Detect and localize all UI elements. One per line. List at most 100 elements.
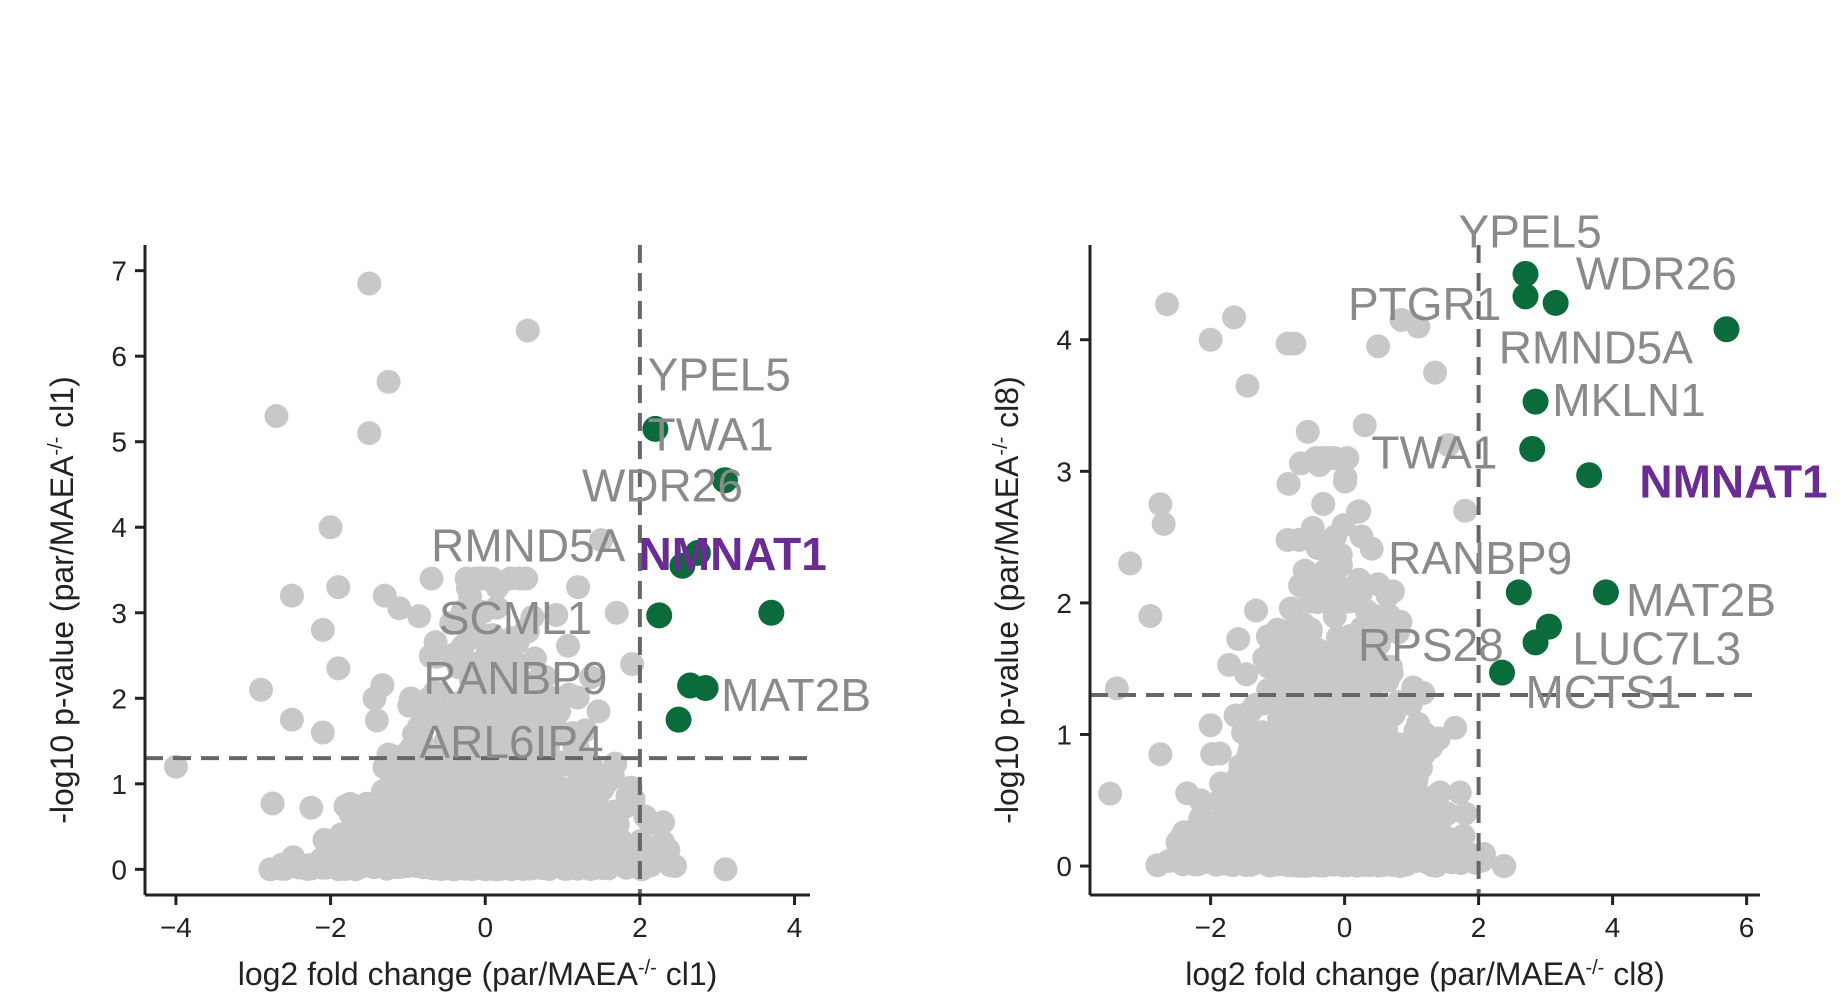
background-point [388, 778, 413, 803]
background-point [1118, 551, 1143, 576]
background-point [376, 369, 401, 394]
background-point [1250, 691, 1275, 716]
background-point [1412, 849, 1437, 874]
background-point [1287, 638, 1312, 663]
background-point [1423, 360, 1448, 385]
background-point [466, 602, 491, 627]
background-point [565, 685, 590, 710]
x-tick-label: 2 [1471, 912, 1487, 943]
background-point [501, 680, 526, 705]
background-point [1348, 805, 1373, 830]
background-point [439, 712, 464, 737]
x-axis-title: log2 fold change (par/MAEA-/- cl1) [238, 956, 718, 992]
background-point [1328, 542, 1353, 567]
y-tick-label: 1 [111, 769, 127, 800]
hit-point-rmnd5a [1713, 316, 1740, 343]
background-point [1298, 621, 1323, 646]
y-tick-label: 7 [111, 256, 127, 287]
background-point [600, 764, 625, 789]
volcano-plot-right: −2 0 2 4 6 0 1 2 3 4 log2 fold change (par/MAEA-/-… [989, 206, 1828, 992]
background-point [586, 699, 611, 724]
background-point [499, 782, 524, 807]
background-point [1234, 662, 1259, 687]
background-point [1366, 572, 1391, 597]
background-point [1244, 598, 1269, 623]
background-point [458, 713, 483, 738]
gene-label-arl6ip4: ARL6IP4 [420, 716, 604, 768]
x-axis-title: log2 fold change (par/MAEA-/- cl8) [1185, 956, 1665, 992]
background-point [264, 404, 289, 429]
background-point [1492, 854, 1517, 879]
hit-point-mkln1 [1522, 388, 1549, 415]
gene-label-mat2b: MAT2B [1626, 574, 1776, 626]
hit-point-rps28 [1522, 629, 1549, 656]
y-tick-label: 4 [111, 512, 127, 543]
background-point [478, 758, 503, 783]
background-point [1148, 492, 1173, 517]
background-point [1331, 513, 1356, 538]
background-point [422, 680, 447, 705]
background-point [370, 673, 395, 698]
background-point [1426, 781, 1451, 806]
background-point [398, 686, 423, 711]
background-point [1291, 737, 1316, 762]
background-point [556, 633, 581, 658]
background-point [579, 665, 604, 690]
background-point [515, 318, 540, 343]
background-point [1148, 742, 1173, 767]
background-point [1443, 715, 1468, 740]
background-point [418, 844, 443, 869]
x-tick-label: −2 [315, 912, 347, 943]
y-tick-label: 1 [1056, 719, 1072, 750]
hit-point-ypel5 [642, 415, 669, 442]
background-point [1361, 705, 1386, 730]
background-point [1227, 799, 1252, 824]
background-point [419, 566, 444, 591]
x-tick-label: −2 [1195, 912, 1227, 943]
gene-label-rps28: RPS28 [1358, 619, 1504, 671]
background-point [462, 673, 487, 698]
background-point [1360, 847, 1385, 872]
background-point [1243, 746, 1268, 771]
background-point [1453, 801, 1478, 826]
background-point [163, 754, 188, 779]
background-point [1098, 781, 1123, 806]
y-tick-label: 6 [111, 341, 127, 372]
x-tick-label: 4 [787, 912, 803, 943]
background-point [1327, 717, 1352, 742]
hit-point-twa1 [1519, 435, 1546, 462]
hit-point-ptgr1 [1512, 283, 1539, 310]
y-tick-label: 2 [111, 683, 127, 714]
gene-label-ranbp9: RANBP9 [1388, 532, 1572, 584]
background-point [1417, 801, 1442, 826]
background-point [1352, 413, 1377, 438]
gene-label-ypel5: YPEL5 [648, 348, 791, 400]
hit-point-mat2b [1592, 579, 1619, 606]
background-point [1198, 327, 1223, 352]
background-point [461, 804, 486, 829]
background-point [1275, 527, 1300, 552]
background-point [1347, 499, 1372, 524]
hit-point-rmnd5a [669, 552, 696, 579]
y-tick-label: 3 [111, 598, 127, 629]
y-tick-label: 3 [1056, 456, 1072, 487]
y-tick-label: 0 [1056, 851, 1072, 882]
background-point [1151, 511, 1176, 536]
background-point [1200, 742, 1225, 767]
background-point [1317, 652, 1342, 677]
background-point [566, 575, 591, 600]
background-point [1436, 433, 1461, 457]
gene-label-wdr26: WDR26 [582, 460, 743, 512]
background-point [407, 604, 432, 629]
background-point [602, 844, 627, 869]
background-point [448, 690, 473, 715]
background-point [1176, 829, 1201, 854]
x-tick-label: 2 [632, 912, 648, 943]
background-point [357, 421, 382, 446]
background-points [1098, 292, 1517, 879]
background-point [651, 810, 676, 835]
background-point [248, 677, 273, 702]
background-point [477, 656, 502, 681]
hit-point-arl6ip4 [665, 706, 692, 733]
background-point [560, 854, 585, 879]
